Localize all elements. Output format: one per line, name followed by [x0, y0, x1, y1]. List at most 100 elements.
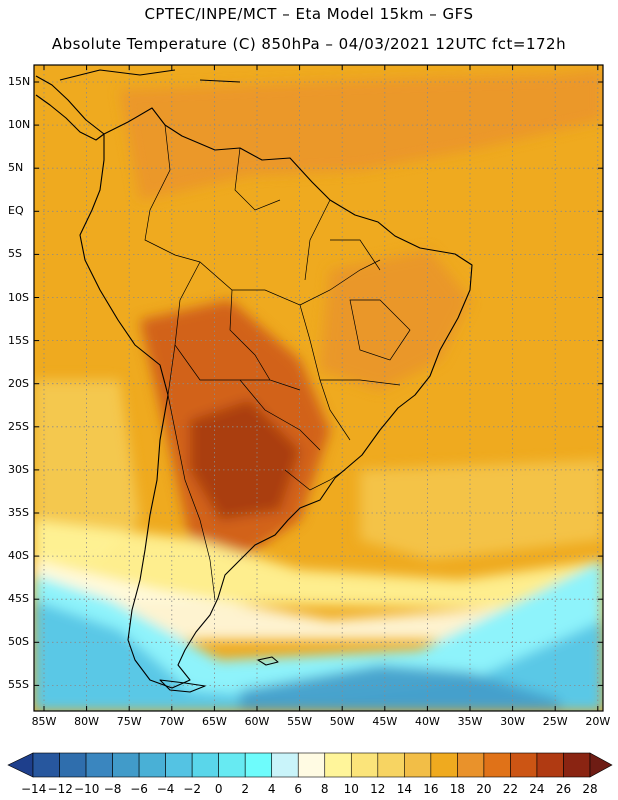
lon-label: 60W — [244, 715, 270, 728]
lon-label: 70W — [159, 715, 185, 728]
lon-label: 35W — [457, 715, 483, 728]
colorbar-swatch — [59, 752, 87, 778]
falkland-islands — [257, 656, 279, 666]
border-line — [349, 299, 411, 361]
colorbar-swatch — [536, 752, 564, 778]
lon-label: 50W — [329, 715, 355, 728]
border-line — [330, 239, 381, 271]
colorbar-label: 26 — [555, 782, 572, 796]
colorbar-label: 8 — [320, 782, 329, 796]
colorbar-label: 14 — [396, 782, 412, 796]
lat-label: 35S — [8, 506, 29, 519]
colorbar-label: −8 — [103, 782, 122, 796]
lat-label: 30S — [8, 462, 29, 476]
temperature-field — [34, 65, 603, 711]
border-line — [304, 199, 331, 281]
field-cream-south — [34, 560, 603, 640]
colorbar-swatch — [430, 752, 458, 778]
axis-ticks — [34, 65, 603, 711]
lat-label: 15S — [8, 333, 29, 347]
border-line — [284, 469, 346, 491]
field-colder — [240, 665, 560, 711]
colorbar-label: −4 — [156, 782, 175, 796]
colorbar-label: −12 — [47, 782, 73, 796]
field-very-hot-core — [190, 400, 300, 520]
lat-label: 20S — [8, 376, 29, 390]
lat-label: 25S — [8, 419, 29, 433]
colorbar-swatch — [510, 752, 538, 778]
colorbar-label: 10 — [343, 782, 359, 796]
colorbar-swatch — [218, 752, 246, 778]
colorbar-label: 20 — [476, 782, 492, 796]
field-mild-atlantic — [360, 460, 603, 560]
field-hot-brazil-ne — [320, 250, 470, 390]
colorbar-label: 28 — [582, 782, 598, 796]
colorbar-label: 6 — [294, 782, 303, 796]
colorbar-swatch — [324, 752, 352, 778]
colorbar-swatch — [483, 752, 511, 778]
lon-label: 45W — [372, 715, 398, 728]
lon-label: 55W — [287, 715, 313, 728]
border-line — [320, 379, 401, 386]
colorbar-swatch — [404, 752, 432, 778]
colorbar-label: −14 — [21, 782, 47, 796]
border-line — [239, 379, 321, 451]
border-line — [174, 261, 270, 381]
colorbar-label: 4 — [267, 782, 276, 796]
field-light-south — [34, 520, 603, 610]
lat-label: 45S — [8, 592, 29, 606]
lon-label: 30W — [500, 715, 526, 728]
lon-label: 65W — [201, 715, 227, 728]
colorbar-label: −6 — [130, 782, 148, 796]
lon-label: 75W — [116, 715, 142, 728]
colorbar-swatch — [563, 752, 591, 778]
colorbar-swatch — [271, 752, 299, 778]
colorbar-swatch — [377, 752, 405, 778]
colorbar-swatch — [297, 752, 326, 778]
colorbar-swatch — [138, 752, 166, 778]
lon-label: 20W — [585, 715, 611, 728]
colorbar-label: 24 — [529, 782, 545, 796]
colorbar-min-arrow — [7, 752, 34, 778]
lon-label: 85W — [31, 715, 57, 728]
lon-label: 80W — [74, 715, 100, 728]
lat-label: 15N — [8, 75, 31, 88]
coastlines — [35, 69, 473, 693]
map-frame — [33, 64, 604, 712]
country-borders — [144, 124, 411, 601]
field-hot-north — [120, 70, 603, 200]
colorbar-swatch — [32, 752, 60, 778]
lat-label: 10N — [8, 118, 31, 132]
caribbean-coast — [59, 69, 241, 83]
border-line — [299, 259, 381, 306]
south-america-outline — [79, 107, 473, 689]
colorbar-swatch — [457, 752, 485, 778]
colorbar-label: 2 — [241, 782, 249, 796]
colorbar-label: 18 — [449, 782, 466, 796]
colorbar — [7, 752, 613, 778]
colorbar-label: 0 — [214, 782, 223, 796]
lat-label: EQ — [8, 204, 24, 218]
lat-label: 10S — [8, 290, 29, 304]
colorbar-swatch — [191, 752, 219, 778]
tierra-del-fuego — [159, 679, 206, 693]
central-america-outline — [35, 75, 105, 141]
colorbar-swatch — [350, 752, 379, 778]
colorbar-swatch — [244, 752, 273, 778]
colorbar-max-arrow — [589, 752, 613, 778]
colorbar-swatch — [165, 752, 193, 778]
lat-label: 55S — [8, 678, 29, 692]
title-line-1: CPTEC/INPE/MCT – Eta Model 15km – GFS — [144, 5, 474, 23]
lon-label: 25W — [542, 715, 568, 728]
colorbar-swatch — [85, 752, 113, 778]
colorbar-label: −2 — [183, 782, 201, 796]
lon-label: 40W — [414, 715, 440, 728]
colorbar-label: 12 — [370, 782, 386, 796]
lat-label: 40S — [8, 549, 29, 563]
title-line-2: Absolute Temperature (C) 850hPa – 04/03/… — [51, 35, 567, 53]
lat-lon-grid — [34, 65, 603, 711]
colorbar-label: 22 — [502, 782, 519, 796]
colorbar-swatch — [112, 752, 140, 778]
colorbar-label: −10 — [74, 782, 100, 796]
